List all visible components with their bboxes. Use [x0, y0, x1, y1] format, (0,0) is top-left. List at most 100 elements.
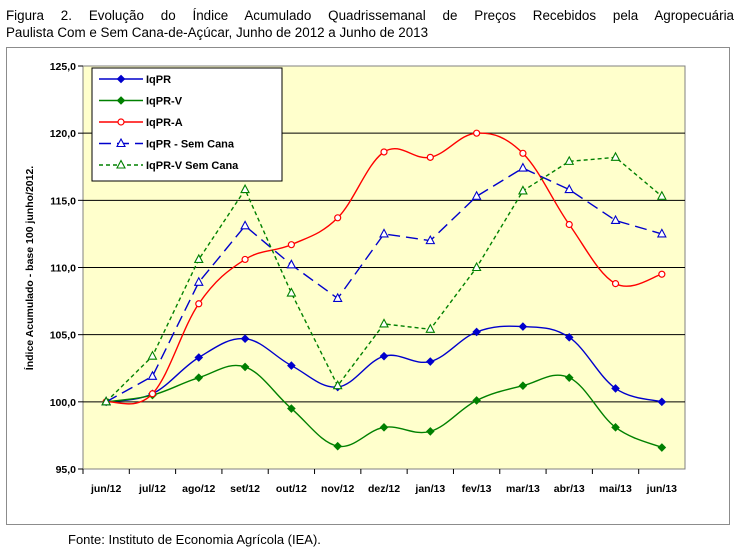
data-point — [148, 390, 157, 398]
x-tick-label: nov/12 — [321, 483, 354, 495]
data-point — [473, 129, 481, 137]
data-point — [380, 148, 388, 156]
data-point — [379, 228, 389, 238]
data-point — [518, 162, 528, 172]
data-point — [241, 255, 249, 264]
data-point — [286, 287, 297, 297]
data-point — [240, 334, 250, 344]
legend-marker — [116, 96, 126, 105]
legend-label: IqPR-A — [146, 117, 183, 129]
data-point — [194, 373, 204, 382]
data-point — [379, 351, 389, 361]
data-point — [426, 153, 434, 161]
data-point — [518, 381, 528, 391]
data-point — [333, 441, 342, 451]
series-lines — [101, 129, 667, 452]
data-point — [426, 357, 435, 366]
y-tick-labels: 95,0 100,0 105,0 110,0 115,0 120,0 125,0 — [50, 61, 76, 476]
data-point — [332, 292, 343, 302]
data-point — [240, 220, 250, 230]
series-4 — [101, 162, 667, 406]
data-point — [334, 214, 342, 222]
data-point — [287, 404, 296, 413]
data-point — [657, 443, 667, 452]
x-tick-label: ago/12 — [182, 483, 215, 495]
data-point — [472, 396, 481, 405]
legend-label: IqPR-V — [146, 96, 183, 108]
x-tick-label: jun/13 — [646, 483, 678, 495]
data-point — [658, 270, 666, 278]
x-tick-label: dez/12 — [368, 483, 400, 495]
data-point — [611, 384, 620, 393]
data-point — [426, 427, 435, 436]
data-point — [425, 234, 436, 245]
series-5 — [101, 151, 667, 406]
data-point — [471, 261, 482, 272]
figure-title-line-1: Figura 2. Evolução do Índice Acumulado Q… — [6, 8, 734, 23]
x-tick-label: mai/13 — [599, 483, 632, 495]
y-tick-label: 125,0 — [50, 61, 76, 73]
data-point — [194, 353, 204, 362]
data-point — [656, 190, 667, 200]
data-point — [564, 183, 575, 194]
x-tick-label: abr/13 — [554, 483, 585, 495]
x-tick-label: mar/13 — [506, 483, 540, 495]
figure-title-line-2: Paulista Com e Sem Cana-de-Açúcar, Junho… — [6, 25, 429, 40]
figure-title: Figura 2. Evolução do Índice Acumulado Q… — [6, 7, 734, 41]
legend-marker — [116, 159, 126, 169]
data-point — [518, 322, 528, 331]
data-point — [287, 361, 296, 370]
y-tick-label: 110,0 — [50, 263, 76, 275]
legend-marker — [116, 74, 126, 84]
data-point — [564, 155, 575, 165]
y-tick-label: 105,0 — [50, 330, 76, 342]
data-point — [610, 214, 621, 225]
data-point — [147, 370, 158, 380]
data-point — [379, 318, 389, 328]
data-point — [287, 241, 295, 249]
y-tick-label: 95,0 — [56, 464, 77, 476]
legend: IqPR IqPR-V IqPR-A IqPR - Sem Cana IqPR-V Se… — [91, 67, 283, 182]
y-tick-label: 120,0 — [50, 128, 76, 140]
data-point — [193, 253, 204, 263]
data-point — [565, 220, 573, 229]
x-tick-label: out/12 — [276, 483, 307, 495]
data-point — [564, 373, 574, 382]
data-point — [611, 423, 620, 432]
data-point — [147, 350, 158, 360]
data-point — [656, 228, 667, 238]
data-point — [193, 276, 204, 286]
x-tick-label: set/12 — [230, 483, 260, 495]
legend-label: IqPR - Sem Cana — [146, 139, 235, 151]
y-tick-label: 115,0 — [50, 195, 76, 207]
legend-label: IqPR — [146, 74, 171, 86]
data-point — [471, 190, 482, 200]
legend-marker — [117, 118, 125, 126]
y-tick-label: 100,0 — [50, 397, 76, 409]
data-point — [519, 149, 527, 157]
x-tick-label: jan/13 — [414, 483, 445, 495]
legend-label: IqPR-V Sem Cana — [146, 160, 239, 172]
legend-box — [91, 67, 283, 182]
data-point — [472, 327, 481, 337]
data-point — [657, 397, 667, 407]
data-point — [610, 151, 621, 161]
data-point — [564, 333, 574, 342]
x-tick-label: fev/13 — [462, 483, 492, 495]
series-3 — [102, 129, 666, 406]
data-point — [101, 396, 112, 406]
y-axis-label: Índice Acumulado - base 100 junho/2012. — [23, 166, 36, 371]
data-point — [195, 300, 203, 308]
data-point — [240, 183, 250, 194]
x-tick-label: jul/12 — [138, 483, 166, 495]
x-tick-labels: jun/12 jul/12 ago/12 set/12 out/12 nov/12 dez/… — [90, 483, 677, 495]
data-point — [332, 380, 343, 390]
legend-marker — [116, 137, 126, 148]
data-point — [379, 423, 389, 432]
data-point — [611, 280, 620, 288]
data-point — [518, 185, 528, 195]
chart-frame — [6, 47, 730, 525]
x-tick-label: jun/12 — [90, 483, 122, 495]
data-point — [425, 323, 436, 333]
